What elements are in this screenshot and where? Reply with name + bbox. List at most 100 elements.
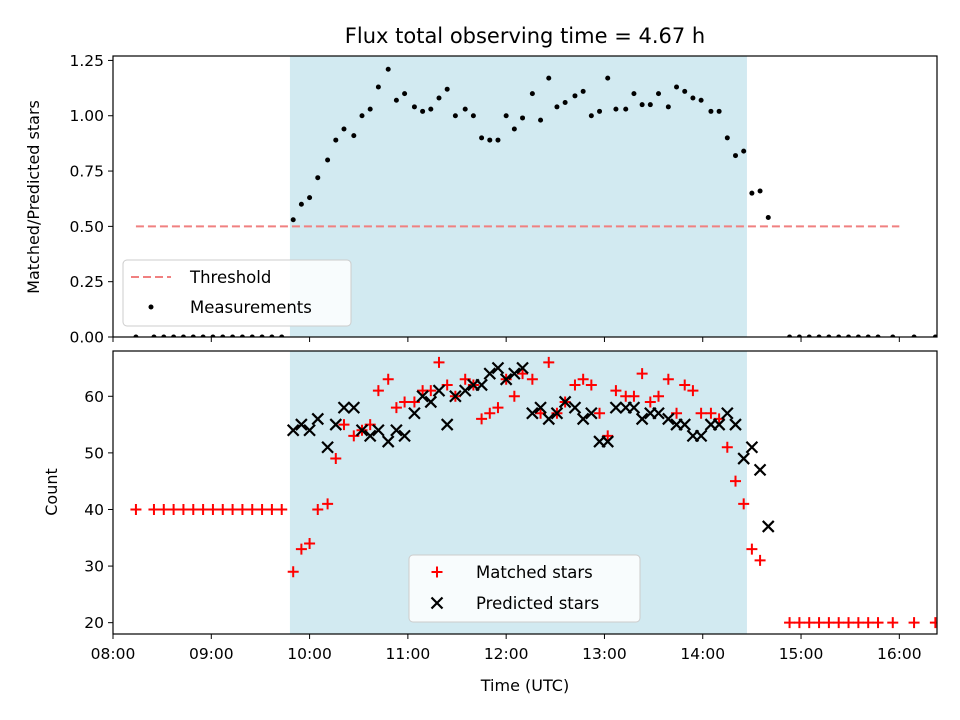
data-point [168, 503, 180, 515]
data-point [754, 554, 766, 566]
data-point [865, 334, 871, 337]
data-point [295, 418, 308, 431]
data-point [452, 113, 458, 119]
data-point [609, 401, 623, 414]
data-point [180, 334, 186, 337]
data-point [475, 378, 488, 392]
data-point [390, 423, 403, 437]
data-point [911, 334, 917, 337]
y-tick-label: 0.50 [69, 218, 104, 236]
data-point [803, 617, 815, 629]
data-point [761, 520, 775, 533]
data-point [476, 413, 488, 425]
x-tick-label: 14:00 [680, 645, 725, 663]
data-point [588, 113, 594, 119]
data-point [325, 157, 331, 163]
data-point [259, 334, 265, 337]
series-measurements [133, 66, 937, 337]
data-point [516, 361, 529, 375]
data-point [585, 379, 597, 391]
y-tick-label: 1.00 [69, 107, 104, 125]
data-point [690, 95, 696, 101]
data-point [449, 390, 462, 403]
data-point [890, 334, 896, 337]
data-point [495, 137, 501, 143]
chart-title: Flux total observing time = 4.67 h [345, 24, 705, 48]
data-point [499, 373, 513, 386]
data-point [130, 503, 142, 515]
data-point [382, 373, 394, 385]
data-point [737, 452, 750, 465]
legend-predicted-swatch [430, 596, 444, 610]
data-point [432, 384, 446, 397]
data-point [321, 440, 334, 454]
data-point [462, 106, 468, 112]
data-point [577, 373, 589, 385]
data-point [433, 356, 445, 368]
legend-box [408, 554, 641, 623]
data-point [534, 401, 547, 414]
y-tick-label: 60 [84, 388, 104, 406]
data-point [729, 418, 742, 431]
data-point [738, 498, 750, 510]
data-point [491, 361, 505, 375]
data-point [627, 401, 641, 414]
data-point [852, 617, 864, 629]
count-panel: Count Time (UTC) 08:00 09:00 10:00 11:00 12:… [42, 350, 938, 695]
data-point [653, 390, 665, 402]
data-point [806, 334, 812, 337]
data-point [887, 617, 899, 629]
data-point [542, 412, 556, 426]
data-point [311, 412, 325, 426]
data-point [351, 133, 357, 139]
data-point [730, 475, 742, 487]
legend: Threshold Measurements [122, 259, 352, 327]
data-point [290, 217, 296, 223]
data-point [554, 104, 560, 110]
data-point [470, 113, 476, 119]
data-point [652, 406, 665, 420]
data-point [636, 368, 648, 380]
y-tick-label: 30 [84, 558, 104, 576]
data-point [266, 503, 278, 515]
y-axis-label-ratio: Matched/Predicted stars [24, 100, 43, 294]
data-point [674, 84, 680, 90]
data-point [678, 418, 691, 431]
data-point [872, 617, 884, 629]
data-point [721, 441, 733, 453]
data-point [635, 412, 649, 426]
data-point [479, 135, 485, 141]
data-point [492, 402, 504, 414]
data-point [601, 435, 615, 448]
data-point [236, 503, 248, 515]
data-point [908, 617, 920, 629]
data-point [695, 407, 707, 419]
data-point [656, 91, 662, 97]
data-point [333, 137, 339, 143]
data-point [347, 401, 361, 414]
data-point [639, 102, 645, 108]
data-point [597, 108, 603, 114]
data-point [177, 503, 189, 515]
x-tick-label: 10:00 [287, 645, 332, 663]
data-point [337, 401, 351, 414]
data-point [220, 334, 226, 337]
legend-measurements-label: Measurements [190, 298, 312, 317]
data-point [546, 75, 552, 81]
data-point [682, 88, 688, 94]
data-point [929, 617, 937, 629]
data-point [276, 503, 288, 515]
data-point [312, 503, 324, 515]
data-point [363, 429, 377, 443]
data-point [787, 334, 793, 337]
data-point [359, 113, 365, 119]
data-point [249, 334, 255, 337]
plot-area [133, 56, 937, 337]
data-point [550, 406, 564, 420]
data-point [484, 407, 496, 419]
data-point [572, 93, 578, 99]
data-point [613, 106, 619, 112]
x-tick-label: 13:00 [582, 645, 627, 663]
data-point [833, 617, 845, 629]
data-point [158, 503, 170, 515]
